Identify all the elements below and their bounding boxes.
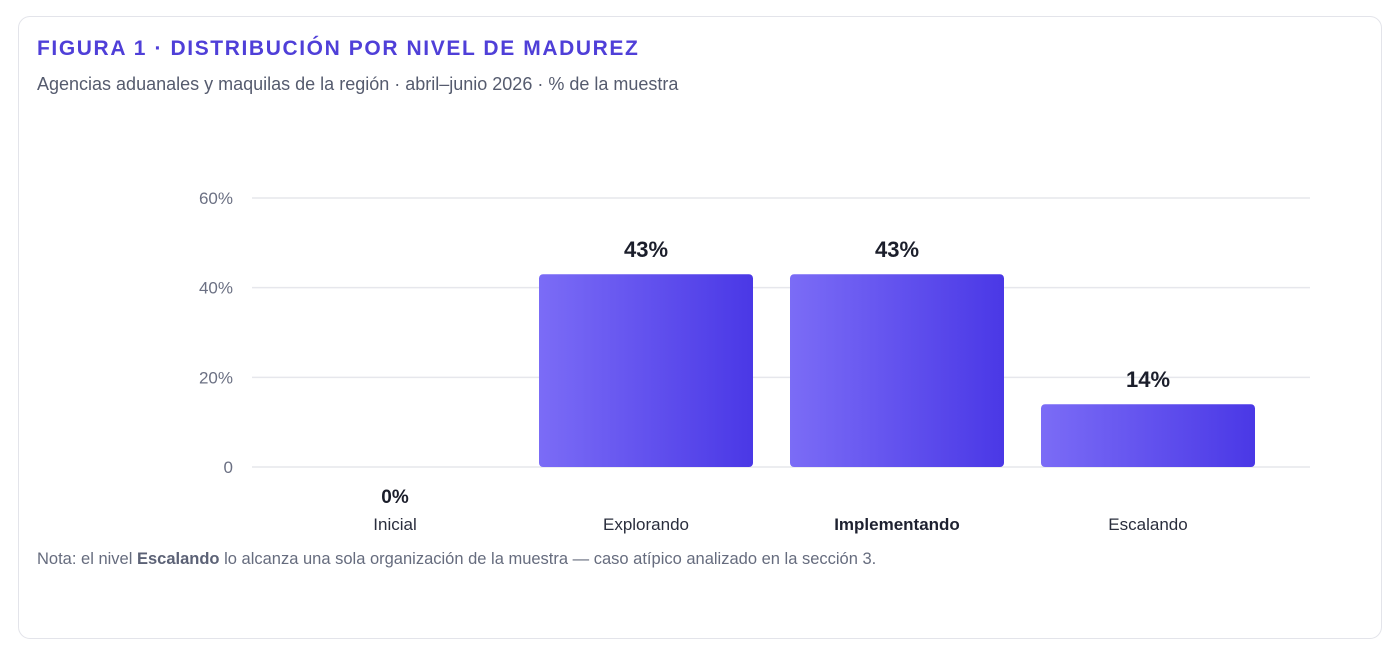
note-suffix: lo alcanza una sola organización de la m…	[219, 550, 877, 568]
figure-title: FIGURA 1 · DISTRIBUCIÓN POR NIVEL DE MAD…	[37, 37, 640, 60]
figure-note: Nota: el nivel Escalando lo alcanza una …	[37, 550, 876, 569]
note-prefix: Nota: el nivel	[37, 550, 137, 568]
figure-card	[18, 16, 1382, 639]
figure-subtitle: Agencias aduanales y maquilas de la regi…	[37, 74, 679, 94]
note-emphasis: Escalando	[136, 550, 220, 568]
